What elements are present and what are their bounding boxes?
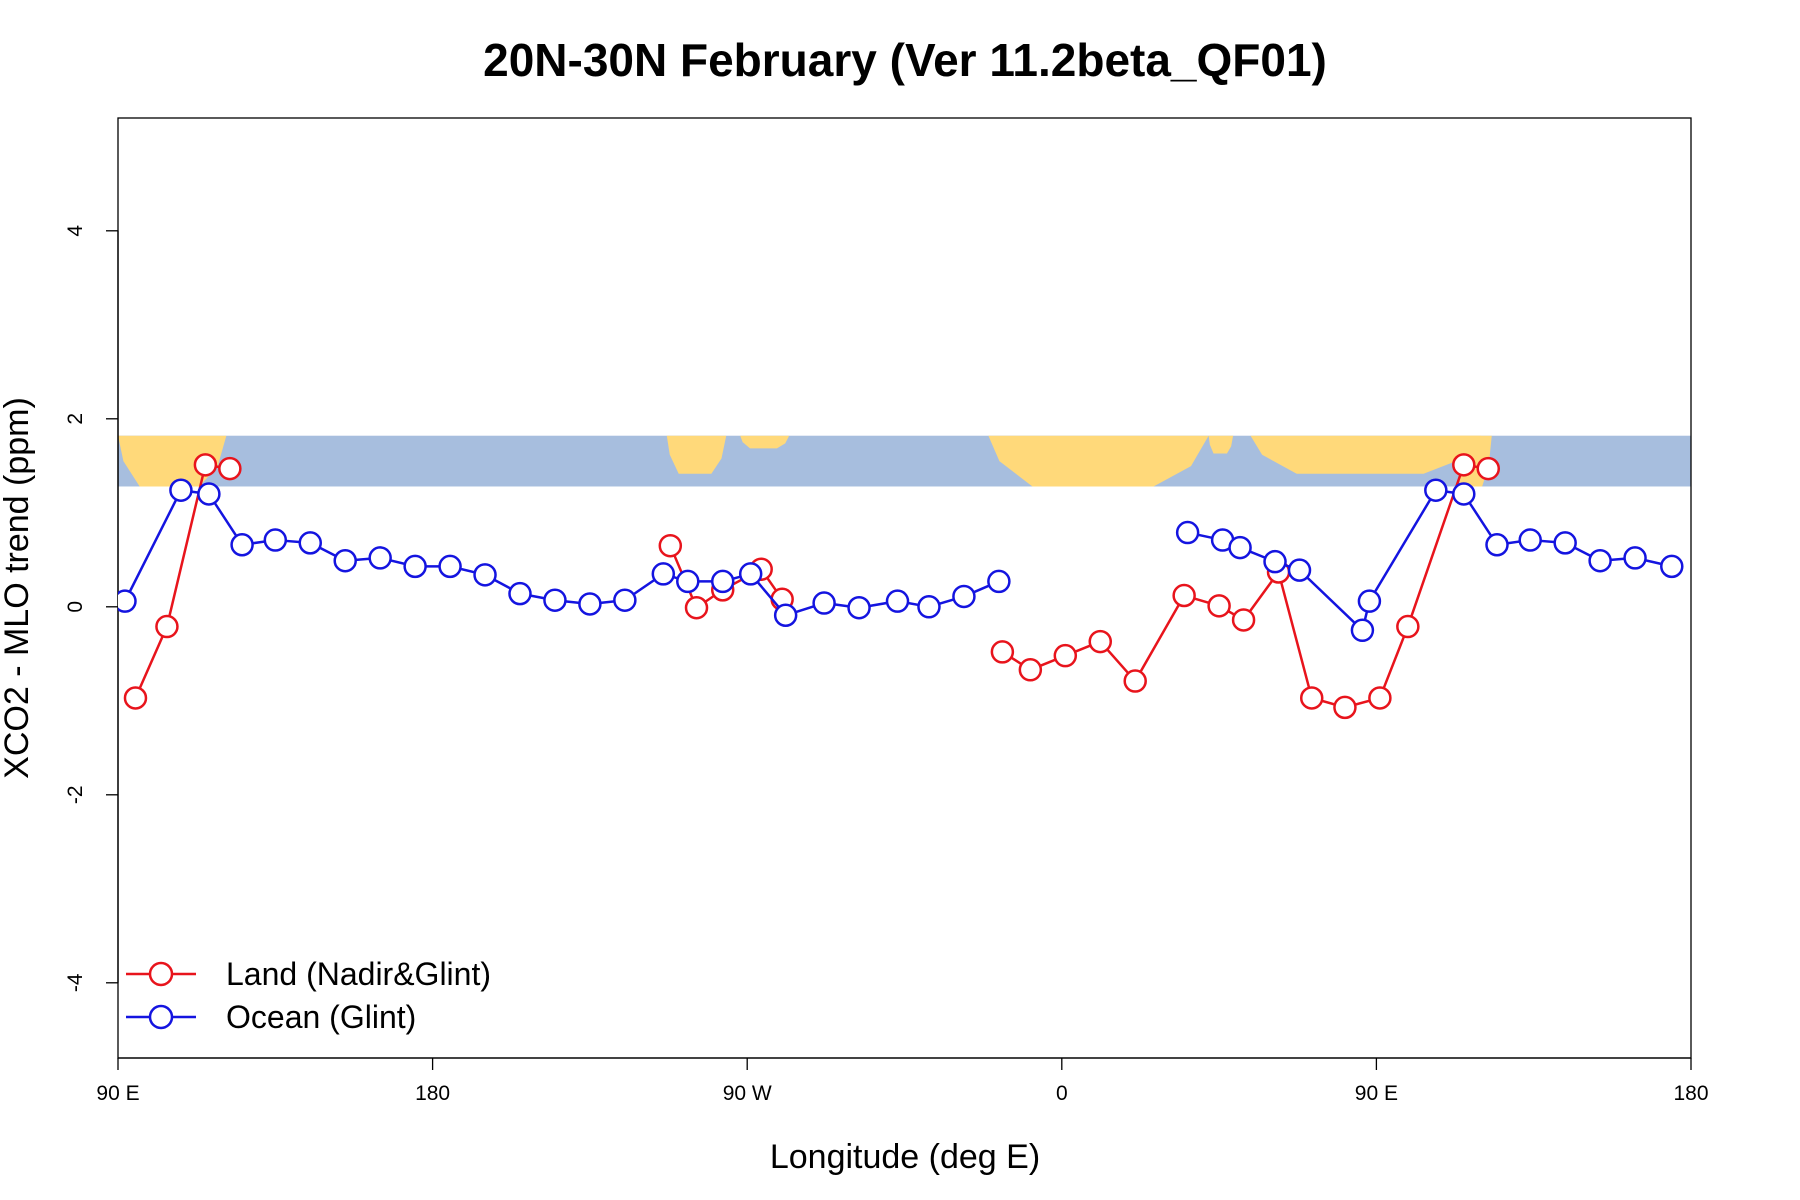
series-1-point	[118, 589, 137, 613]
series-0-line-2	[1001, 463, 1489, 709]
series-1-point	[987, 569, 1011, 594]
series-1-point	[438, 554, 462, 579]
series-layer	[118, 453, 1684, 720]
legend-swatch-marker-land	[148, 961, 174, 987]
legend-label-land: Land (Nadir&Glint)	[226, 956, 491, 992]
series-0-point	[218, 456, 242, 481]
series-1-point	[773, 603, 798, 628]
series-0	[123, 453, 1501, 720]
series-0-point	[123, 686, 148, 710]
series-1-point	[263, 528, 288, 552]
series-1-point	[1623, 546, 1647, 570]
series-0-point	[1396, 614, 1420, 639]
series-1-point	[230, 533, 254, 557]
series-0-point	[1333, 695, 1357, 720]
series-1	[118, 478, 1684, 643]
series-0-point	[1299, 686, 1324, 710]
series-1-point	[1588, 548, 1612, 573]
map-land-1	[666, 435, 727, 474]
series-1-point	[368, 546, 392, 570]
series-0-point	[1123, 669, 1147, 693]
series-0-point	[1476, 456, 1501, 481]
map-land-3	[988, 435, 1209, 487]
x-tick-label-5: 180	[1673, 1082, 1708, 1105]
series-0-point	[1207, 594, 1231, 618]
x-tick-label-0: 90 E	[96, 1082, 139, 1105]
series-1-point	[847, 595, 871, 620]
legend: Land (Nadir&Glint) Ocean (Glint)	[126, 956, 491, 1035]
legend-label-ocean: Ocean (Glint)	[226, 999, 416, 1035]
series-1-point	[333, 548, 357, 573]
series-1-point	[613, 588, 637, 612]
y-tick-label-0: -4	[64, 973, 87, 992]
series-1-point	[710, 569, 735, 594]
series-0-point	[658, 533, 683, 558]
x-tick-label-1: 180	[415, 1082, 450, 1105]
series-1-point	[651, 562, 676, 586]
series-0-line-0	[134, 463, 231, 699]
series-1-point	[169, 478, 193, 502]
y-tick-label-2: 0	[64, 601, 87, 613]
series-1-point	[1350, 618, 1375, 643]
series-1-point	[1518, 528, 1542, 552]
x-tick-label-3: 0	[1056, 1082, 1068, 1105]
y-tick-label-1: -2	[64, 785, 87, 804]
series-0-point	[155, 614, 179, 639]
series-0-point	[193, 453, 218, 477]
y-tick-label-3: 2	[64, 413, 87, 425]
series-1-point	[508, 581, 532, 606]
series-1-point	[403, 554, 427, 579]
series-1-point	[197, 482, 221, 506]
series-1-point	[1660, 554, 1684, 579]
map-land-2	[740, 435, 790, 449]
series-1-point	[543, 588, 567, 612]
x-tick-label-4: 90 E	[1355, 1082, 1398, 1105]
series-0-point	[1053, 643, 1078, 668]
map-land-5	[1250, 435, 1482, 474]
series-1-point	[1452, 482, 1476, 506]
series-1-point	[1228, 535, 1252, 560]
series-1-point	[1263, 549, 1287, 574]
series-0-point	[1368, 686, 1392, 710]
series-1-point	[885, 589, 910, 613]
y-axis: -4 -2 0 2 4	[64, 225, 119, 992]
y-axis-label: XCO2 - MLO trend (ppm)	[0, 397, 36, 779]
plot-frame	[117, 117, 1692, 1059]
series-1-point	[1485, 533, 1509, 557]
series-1-point	[473, 563, 497, 587]
series-1-point	[676, 569, 700, 594]
x-axis: 90 E 180 90 W 0 90 E 180	[96, 1057, 1709, 1105]
series-1-point	[917, 595, 941, 619]
series-0-point	[684, 595, 709, 620]
series-1-point	[578, 592, 602, 616]
series-1-point	[1287, 558, 1312, 582]
series-0-point	[990, 640, 1015, 664]
series-1-point	[1553, 531, 1577, 555]
series-1-point	[1424, 478, 1448, 502]
series-0-point	[1452, 453, 1476, 477]
chart-title: 20N-30N February (Ver 11.2beta_QF01)	[483, 34, 1327, 86]
y-tick-label-4: 4	[64, 225, 87, 237]
series-1-point	[1175, 520, 1200, 545]
x-axis-label: Longitude (deg E)	[770, 1138, 1040, 1176]
series-1-point	[1357, 589, 1382, 613]
series-1-point	[952, 584, 976, 609]
series-1-point	[812, 591, 836, 615]
series-0-point	[1231, 608, 1256, 632]
series-1-point	[738, 562, 763, 586]
map-strip	[118, 435, 1691, 487]
x-tick-label-2: 90 W	[723, 1082, 772, 1105]
series-0-point	[1172, 583, 1196, 608]
series-0-point	[1018, 658, 1043, 682]
series-0-point	[1088, 629, 1113, 654]
map-land-4	[1208, 435, 1234, 454]
legend-swatch-marker-ocean	[148, 1004, 174, 1030]
series-1-point	[298, 531, 323, 555]
